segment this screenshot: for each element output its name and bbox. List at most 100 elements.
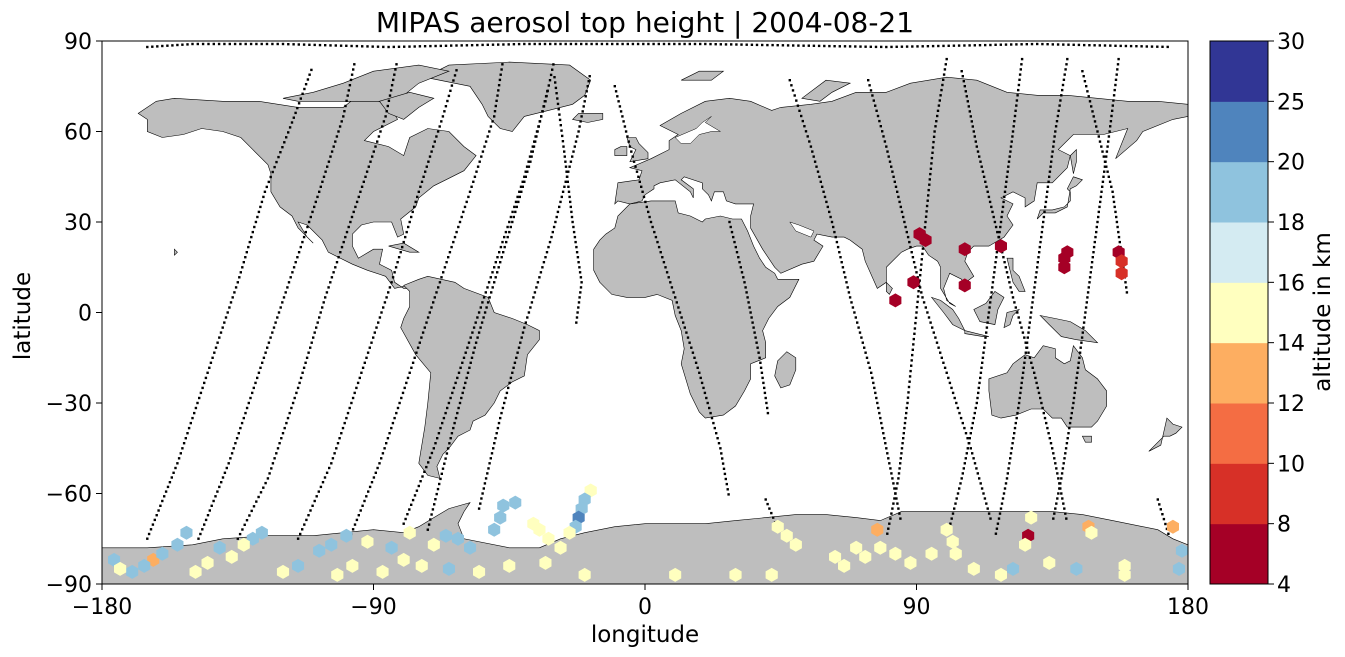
track-dot <box>156 45 159 48</box>
track-dot <box>315 326 318 329</box>
track-dot <box>560 195 563 199</box>
track-dot <box>1043 210 1046 214</box>
track-dot <box>519 341 522 344</box>
track-dot <box>1007 160 1011 163</box>
aerosol-point <box>871 522 884 537</box>
track-dot <box>830 220 834 224</box>
track-dot <box>1110 114 1113 118</box>
track-dot <box>724 477 727 481</box>
track-dot <box>541 110 544 113</box>
track-dot <box>530 155 533 158</box>
track-dot <box>481 301 484 304</box>
aerosol-points <box>108 227 1188 582</box>
track-dot <box>571 220 574 224</box>
track-dot <box>869 89 873 92</box>
track-dot <box>472 326 476 329</box>
track-dot <box>176 43 179 47</box>
track-dot <box>872 381 875 385</box>
track-dot <box>425 165 428 168</box>
track-dot <box>405 381 408 385</box>
land-africa <box>593 200 800 419</box>
track-dot <box>574 240 577 244</box>
track-dot <box>546 90 549 93</box>
aerosol-point <box>225 549 238 564</box>
x-tick-label: −180 <box>72 595 132 620</box>
track-dot <box>879 416 882 420</box>
track-dot <box>908 380 911 383</box>
track-dot <box>335 135 339 138</box>
ground-track <box>1081 70 1129 294</box>
track-dot <box>355 44 359 48</box>
track-dot <box>397 256 401 259</box>
track-dot <box>457 225 460 229</box>
track-dot <box>277 155 280 159</box>
track-dot <box>228 306 231 309</box>
track-dot <box>1030 306 1033 309</box>
track-dot <box>740 271 744 274</box>
track-dot <box>836 245 840 249</box>
track-dot <box>338 437 341 440</box>
track-dot <box>1017 401 1021 405</box>
track-dot <box>254 220 258 224</box>
track-dot <box>429 518 432 521</box>
track-dot <box>817 44 821 48</box>
track-dot <box>1045 195 1048 199</box>
track-dot <box>693 42 697 46</box>
track-dot <box>328 466 331 470</box>
track-dot <box>995 256 998 259</box>
track-dot <box>698 371 701 374</box>
track-dot <box>890 512 893 515</box>
track-dot <box>796 104 800 107</box>
track-dot <box>558 118 562 122</box>
track-dot <box>746 296 749 299</box>
track-dot <box>890 45 893 49</box>
track-dot <box>415 489 419 492</box>
track-dot <box>488 130 491 133</box>
track-dot <box>388 432 391 435</box>
track-dot <box>353 391 356 395</box>
track-dot <box>886 532 889 535</box>
track-dot <box>587 80 590 83</box>
track-dot <box>331 457 335 460</box>
aerosol-point <box>789 537 802 552</box>
track-dot <box>517 200 520 204</box>
track-dot <box>311 210 314 214</box>
track-dot <box>617 100 620 103</box>
track-dot <box>702 386 705 390</box>
track-dot <box>813 160 817 163</box>
track-dot <box>1062 43 1065 46</box>
track-dot <box>1058 487 1061 490</box>
track-dot <box>184 437 187 440</box>
track-dot <box>269 175 272 179</box>
track-dot <box>850 301 853 304</box>
track-dot <box>953 507 956 510</box>
track-dot <box>1115 215 1118 219</box>
track-dot <box>569 160 573 163</box>
track-dot <box>939 351 942 354</box>
track-dot <box>568 165 571 168</box>
track-dot <box>1008 155 1011 158</box>
track-dot <box>566 175 569 178</box>
track-dot <box>1030 42 1034 46</box>
track-dot <box>444 411 447 415</box>
track-dot <box>535 286 538 289</box>
track-dot <box>961 421 964 425</box>
track-dot <box>1116 225 1119 229</box>
track-dot <box>238 532 242 536</box>
track-dot <box>864 45 867 48</box>
track-dot <box>527 311 531 314</box>
track-dot <box>955 401 958 405</box>
track-dot <box>998 230 1001 234</box>
track-dot <box>1166 45 1169 49</box>
track-dot <box>1054 507 1057 510</box>
track-dot <box>554 81 557 84</box>
track-dot <box>993 220 997 224</box>
track-dot <box>833 45 836 48</box>
track-dot <box>225 466 228 470</box>
track-dot <box>892 482 895 485</box>
track-dot <box>490 291 493 294</box>
track-dot <box>963 462 966 465</box>
track-dot <box>911 256 915 259</box>
track-dot <box>1029 311 1033 314</box>
track-dot <box>1095 125 1098 128</box>
